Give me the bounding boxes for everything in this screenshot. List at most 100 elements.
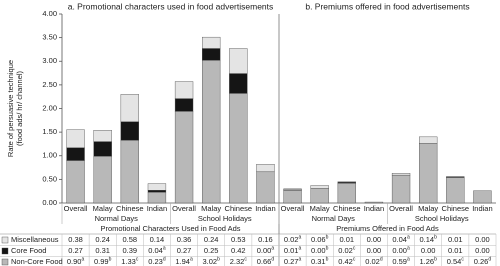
cell-value: 0.00 [367,246,382,255]
group-label: School Holidays [415,214,469,223]
table-cell: 0.00a [257,246,275,255]
cell-value: 0.31 [95,246,110,255]
cell-value: 0.24 [204,235,219,244]
cell-value: 0.14 [419,235,434,244]
cell-value: 0.59 [392,257,407,266]
x-tick-label: Chinese [442,204,470,213]
table-cell: 0.53 [231,235,246,244]
bar-segment [120,94,139,122]
x-tick-label: Overall [281,204,305,213]
x-tick-label: Chinese [225,204,253,213]
cell-superscript: a [298,235,301,241]
table-cell: 0.01 [448,235,463,244]
bar-segment [283,190,302,204]
cell-value: 0.38 [68,235,83,244]
table-cell: 0.01a [284,246,302,255]
legend-label: Core Food [11,246,46,255]
cell-superscript: b [326,246,329,252]
cell-value: 0.14 [150,235,165,244]
table-cell: 0.25 [204,246,219,255]
cell-value: 1.94 [175,257,190,266]
cell-value: 0.01 [284,246,299,255]
cell-superscript: d [163,257,166,263]
legend-label: Miscellaneous [11,235,59,244]
bar-segment [147,190,167,193]
cell-superscript: d [380,257,383,263]
bar-segment [120,121,139,141]
group-label: School Holidays [198,214,252,223]
table-cell: 0.54c [447,257,465,266]
bar-segment [229,93,248,204]
table-cell: 0.59a [392,257,410,266]
bar-segment [66,147,85,161]
bar-segment [202,60,221,204]
table-cell: 3.02b [202,257,220,266]
cell-value: 3.02 [202,257,217,266]
bar-segment [419,143,438,204]
table-cell: 0.01 [448,246,463,255]
y-tick-label: 3.50 [42,33,57,42]
x-tick-label: Overall [64,204,88,213]
table-cell: 1.33c [121,257,139,266]
bar-segment [229,73,248,94]
cell-value: 0.39 [123,246,138,255]
cell-value: 0.54 [447,257,462,266]
cell-superscript: c [353,257,356,263]
table-cell: 0.99b [94,257,112,266]
cell-value: 0.16 [258,235,273,244]
table-cell: 0.14 [150,235,165,244]
bar-segment [337,182,356,204]
bar-segment [174,111,194,204]
table-panel-title: Promotional Characters Used in Food Ads [100,224,240,233]
y-tick-label: 2.50 [42,80,57,89]
cell-superscript: b [217,257,220,263]
panel-title: a. Promotional characters used in food a… [68,1,274,11]
cell-value: 2.32 [230,257,245,266]
cell-value: 0.02 [284,235,299,244]
cell-value: 0.06 [311,235,326,244]
table-cell: 0.00 [367,235,382,244]
table-cell: 0.00 [367,246,382,255]
table-cell: 0.39 [123,246,138,255]
cell-value: 0.00 [392,246,407,255]
bar-segment [256,171,275,204]
cell-value: 0.27 [68,246,83,255]
x-tick-label: Indian [364,204,384,213]
cell-superscript: b [326,257,329,263]
table-cell: 0.90a [67,257,85,266]
cell-value: 0.04 [392,235,407,244]
table-cell: 1.94a [175,257,193,266]
cell-value: 1.26 [419,257,434,266]
bar-segment [229,48,248,74]
cell-value: 0.25 [204,246,219,255]
cell-superscript: a [407,246,410,252]
cell-value: 0.58 [123,235,138,244]
cell-value: 0.42 [338,257,353,266]
cell-superscript: d [271,257,274,263]
table-cell: 0.14b [419,235,437,244]
cell-value: 0.23 [148,257,163,266]
table-cell: 0.00 [421,246,436,255]
bar-segment [391,173,411,176]
cell-value: 0.90 [67,257,82,266]
x-tick-label: Indian [255,204,275,213]
bar-segment [256,164,275,173]
legend-label: Non-Core Food [11,257,63,266]
cell-value: 0.01 [448,235,463,244]
table-panel-title: Premiums Offered in Food Ads [336,224,439,233]
x-tick-label: Malay [93,204,113,213]
cell-value: 0.27 [284,257,299,266]
x-tick-label: Overall [172,204,196,213]
group-label: Normal Days [95,214,139,223]
table-cell: 0.16 [258,235,273,244]
bar-segment [93,130,112,142]
cell-superscript: a [190,257,193,263]
x-tick-label: Overall [389,204,413,213]
y-tick-label: 3.00 [42,56,57,65]
table-cell: 0.42c [338,257,356,266]
bar-segment [147,191,167,204]
legend-swatch [1,258,9,266]
bar-segment [391,174,411,204]
cell-value: 0.02 [365,257,380,266]
cell-value: 0.27 [177,246,192,255]
